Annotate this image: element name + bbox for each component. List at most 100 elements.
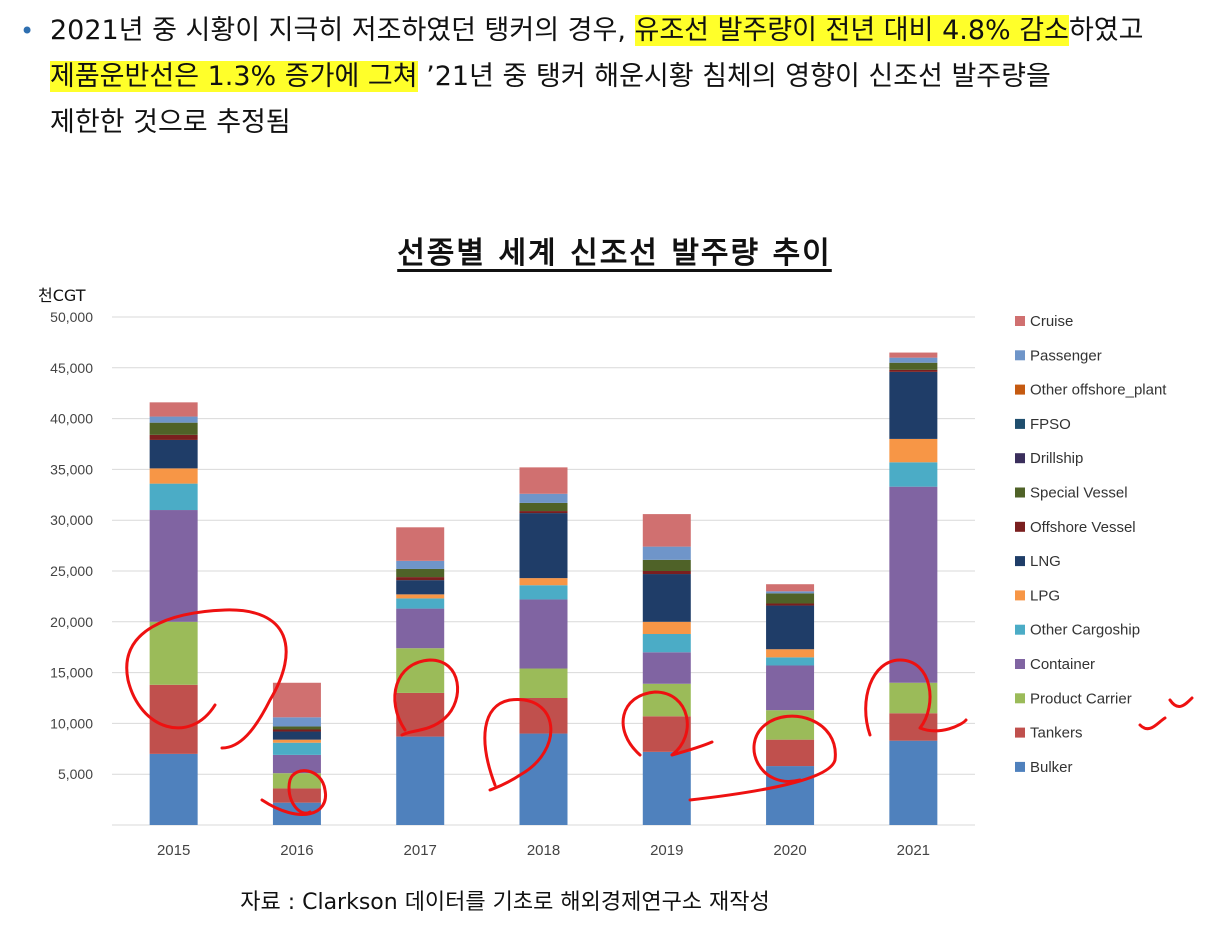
bar-segment — [642, 751, 691, 825]
bar-segment — [766, 766, 815, 825]
y-tick-label: 5,000 — [58, 766, 93, 782]
bar-segment — [149, 416, 198, 423]
bar-segment — [642, 716, 691, 752]
legend-swatch — [1015, 418, 1025, 429]
legend-label: Product Carrier — [1030, 690, 1132, 707]
bar-segment — [272, 731, 321, 740]
bar-segment — [642, 621, 691, 634]
legend-swatch — [1015, 316, 1025, 326]
legend-swatch — [1015, 624, 1025, 635]
legend-label: Container — [1030, 656, 1095, 673]
bar-segment — [766, 591, 815, 594]
bar-segment — [889, 369, 938, 372]
bar-segment — [642, 683, 691, 717]
legend-label: Offshore Vessel — [1030, 519, 1136, 536]
source-note: 자료 : Clarkson 데이터를 기초로 해외경제연구소 재작성 — [240, 890, 770, 915]
legend-label: Tankers — [1030, 725, 1083, 742]
bar-segment — [766, 603, 815, 606]
legend-swatch — [1015, 487, 1025, 498]
paragraph-line-2: 제품운반선은 1.3% 증가에 그쳐 ’21년 중 탱커 해운시황 침체의 영향… — [50, 54, 1051, 100]
bar-segment — [396, 527, 445, 561]
x-axis-ticks: 2015 2016 2017 2018 2019 2020 2021 — [157, 842, 930, 859]
bar-segment — [642, 652, 691, 684]
legend-swatch — [1015, 761, 1025, 772]
bar-segment — [889, 462, 938, 487]
handwritten-mark — [621, 690, 714, 757]
legend-label: LNG — [1030, 553, 1061, 570]
bar-segment — [766, 649, 815, 658]
bar-stacks — [149, 352, 938, 825]
bar-segment — [396, 568, 445, 578]
legend-swatch — [1015, 659, 1025, 669]
bar-segment — [272, 739, 321, 743]
bar-segment — [149, 621, 198, 685]
legend-label: Other Cargoship — [1030, 622, 1140, 639]
bar-segment — [272, 726, 321, 730]
chart-title: 선종별 세계 신조선 발주량 추이 — [0, 228, 1229, 272]
highlighted-text: 유조선 발주량이 전년 대비 4.8% 감소 — [634, 15, 1069, 46]
paragraph-line-3: 제한한 것으로 추정됨 — [50, 107, 291, 138]
bar-segment — [272, 773, 321, 789]
handwritten-mark — [125, 608, 288, 750]
bar-segment — [396, 560, 445, 569]
handwritten-mark — [483, 698, 553, 792]
handwritten-mark — [393, 658, 460, 737]
legend-label: LPG — [1030, 587, 1060, 604]
bar-segment — [396, 598, 445, 609]
bar-segment — [519, 733, 568, 825]
bar-segment — [396, 594, 445, 599]
legend-label: Other offshore_plant — [1030, 382, 1167, 399]
legend-label: Special Vessel — [1030, 485, 1128, 502]
x-tick-label: 2019 — [650, 842, 683, 859]
bar-segment — [519, 493, 568, 503]
bullet-icon: • — [20, 17, 35, 45]
x-tick-label: 2015 — [157, 842, 190, 859]
bar-segment — [519, 467, 568, 494]
y-tick-label: 10,000 — [50, 715, 93, 731]
y-axis-unit-label: 천CGT — [38, 286, 86, 305]
bar-segment — [642, 574, 691, 622]
legend-swatch — [1015, 453, 1025, 464]
paragraph-text: 하였고 — [1068, 15, 1144, 46]
handwritten-annotations — [125, 608, 1194, 816]
y-tick-label: 25,000 — [50, 563, 93, 579]
bar-segment — [519, 511, 568, 514]
bar-segment — [519, 585, 568, 600]
bar-segment — [519, 502, 568, 512]
bar-segment — [519, 698, 568, 734]
x-tick-label: 2016 — [280, 842, 313, 859]
paragraph-text: 2021년 중 시황이 지극히 저조하였던 탱커의 경우, — [50, 15, 635, 46]
bar-segment — [766, 710, 815, 740]
bar-segment — [149, 468, 198, 484]
y-tick-label: 45,000 — [50, 360, 93, 376]
bar-segment — [519, 668, 568, 698]
bar-segment — [642, 559, 691, 571]
bar-segment — [149, 422, 198, 435]
bar-segment — [396, 608, 445, 649]
y-tick-label: 40,000 — [50, 411, 93, 427]
y-tick-label: 35,000 — [50, 461, 93, 477]
bar-segment — [889, 486, 938, 683]
bar-segment — [766, 739, 815, 767]
bar-segment — [519, 599, 568, 669]
bar-segment — [766, 584, 815, 592]
bar-segment — [889, 740, 938, 825]
bar-segment — [889, 362, 938, 370]
legend-swatch — [1015, 693, 1025, 704]
bar-segment — [519, 513, 568, 579]
highlighted-text: 제품운반선은 1.3% 증가에 그쳐 — [50, 61, 418, 92]
legend-label: Cruise — [1030, 313, 1073, 330]
bar-segment — [149, 483, 198, 511]
bar-segment — [149, 753, 198, 825]
legend-swatch — [1015, 350, 1025, 361]
handwritten-mark — [688, 714, 837, 802]
legend-label: Drillship — [1030, 450, 1083, 467]
handwritten-mark — [1138, 696, 1194, 731]
bar-segment — [889, 713, 938, 741]
bar-segment — [272, 788, 321, 803]
x-tick-label: 2021 — [897, 842, 930, 859]
bar-segment — [396, 736, 445, 825]
bar-segment — [766, 593, 815, 604]
legend-swatch — [1015, 556, 1025, 567]
